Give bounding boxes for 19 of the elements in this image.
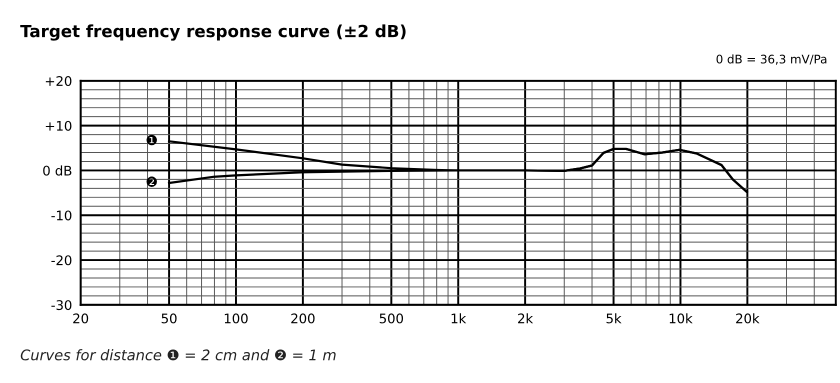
x-tick-label: 5k: [606, 313, 622, 324]
chart-subtitle: 0 dB = 36,3 mV/Pa: [716, 54, 826, 65]
y-tick-label: -10: [51, 210, 72, 220]
x-tick-label: 20: [73, 313, 88, 324]
x-tick-label: 500: [380, 313, 404, 324]
text: Curves for distance ❶ = 2 cm and ❷ = 1 m: [20, 349, 336, 360]
x-tick-label: 20k: [736, 313, 760, 324]
x-tick-label: 100: [224, 313, 248, 324]
y-tick-label: +20: [46, 76, 72, 86]
x-tick-label: 1k: [452, 313, 466, 324]
x-tick-label: 200: [291, 313, 315, 324]
x-tick-label: 2k: [518, 313, 534, 324]
x-tick-label: 10k: [670, 313, 693, 324]
y-tick-label: -20: [51, 255, 72, 266]
x-tick-label: 50: [162, 313, 177, 324]
y-tick-label: -30: [51, 300, 72, 310]
y-tick-label: 0 dB: [43, 165, 72, 176]
y-tick-label: +10: [46, 120, 72, 131]
chart-title: Target frequency response curve (±2 dB): [20, 24, 406, 41]
